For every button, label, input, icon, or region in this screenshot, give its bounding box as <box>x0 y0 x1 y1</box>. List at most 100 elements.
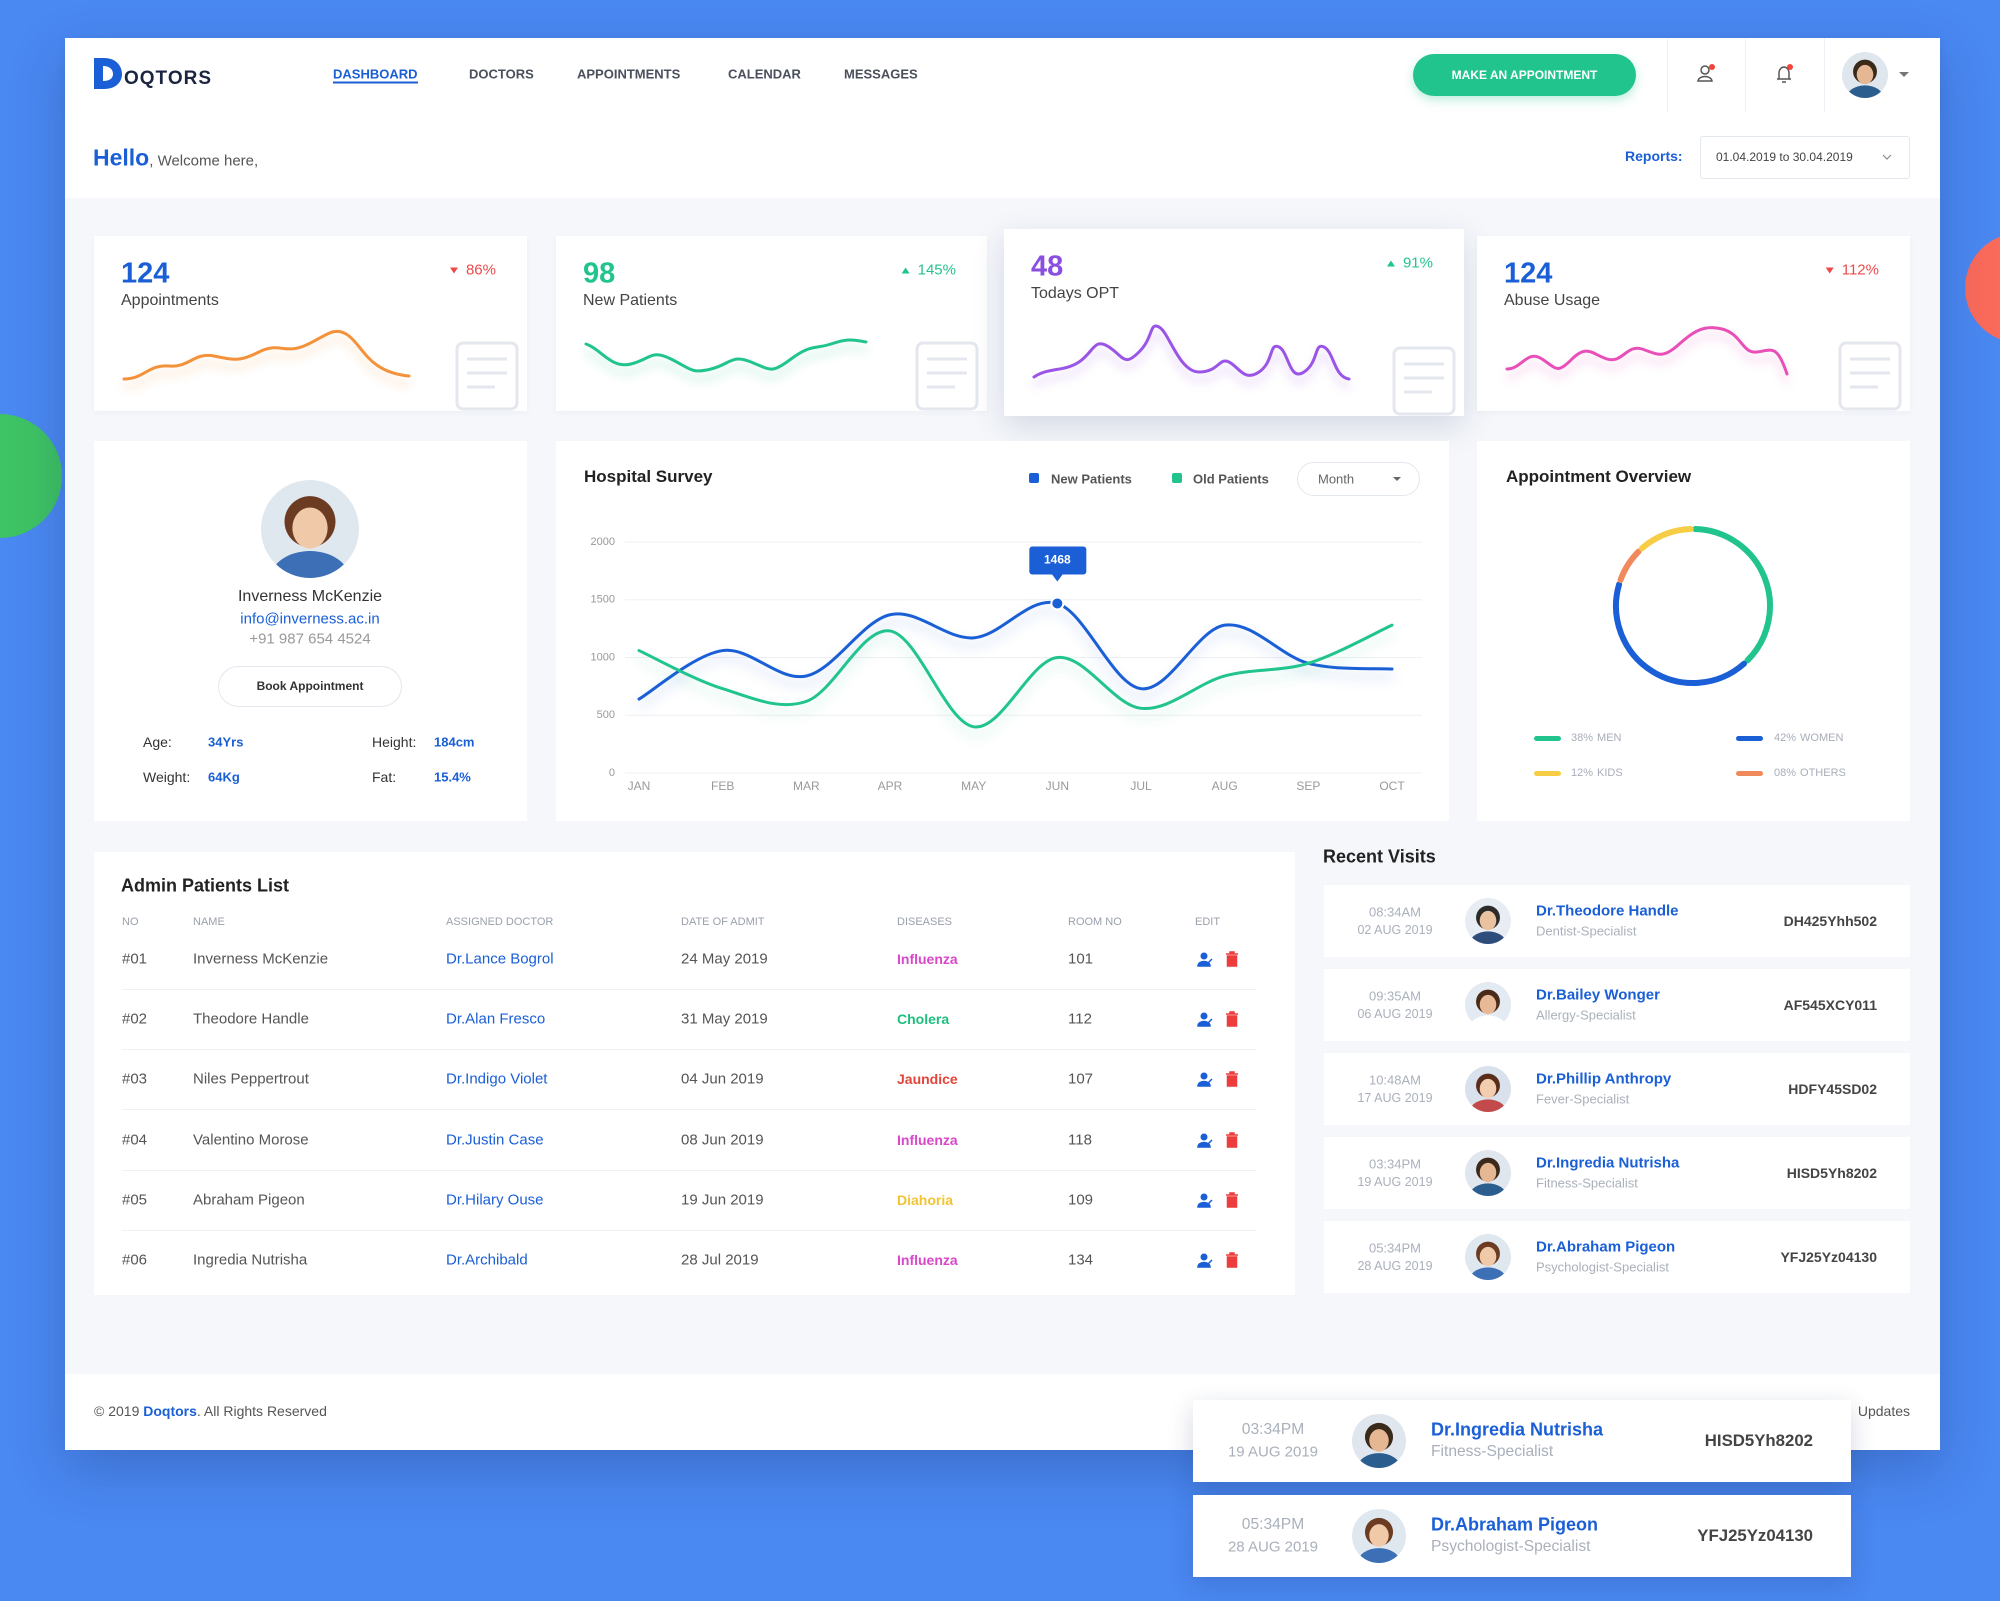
bell-icon[interactable] <box>1775 64 1795 84</box>
nav-item[interactable]: DOCTORS <box>469 66 534 82</box>
edit-button[interactable] <box>1197 1252 1213 1268</box>
copyright: © 2019 Doqtors. All Rights Reserved <box>94 1403 327 1419</box>
period-label: Month <box>1318 471 1355 487</box>
trend-arrow <box>901 267 910 274</box>
icon-part <box>1200 1133 1208 1141</box>
delete-button[interactable] <box>1226 1071 1238 1088</box>
user-icon[interactable] <box>1696 64 1716 84</box>
avatar-body <box>1469 1267 1507 1280</box>
table-cell: 118 <box>1068 1131 1092 1149</box>
table-cell: #05 <box>122 1191 148 1209</box>
change-value: 91% <box>1402 254 1433 272</box>
table-cell: Inverness McKenzie <box>193 950 329 968</box>
visit-card <box>1324 1137 1910 1209</box>
stat-card <box>556 236 987 411</box>
delete-button[interactable] <box>1226 1011 1238 1027</box>
table-cell: 31 May 2019 <box>681 1010 768 1028</box>
avatar-body <box>1357 1453 1401 1468</box>
change-value: 145% <box>917 261 956 279</box>
doctor-name[interactable]: Dr.Theodore Handle <box>1536 902 1679 920</box>
doctor-name[interactable]: Dr.Ingredia Nutrisha <box>1431 1419 1604 1440</box>
icon-outline <box>1404 362 1444 394</box>
table-cell: Jaundice <box>897 1071 958 1088</box>
avatar-face <box>1369 1429 1389 1452</box>
edit-button[interactable] <box>1197 1192 1213 1208</box>
y-tick-label: 1500 <box>591 594 615 606</box>
greeting-bar <box>65 112 1940 198</box>
reports-dropdown[interactable] <box>1700 136 1910 179</box>
nav-item[interactable]: CALENDAR <box>728 66 801 82</box>
brand-link[interactable]: Doqtors <box>143 1403 197 1419</box>
x-tick-label: APR <box>878 779 903 793</box>
delete-button[interactable] <box>1226 1252 1238 1268</box>
logo-mark <box>94 58 122 89</box>
table-cell: Influenza <box>897 1131 958 1148</box>
detail-value: 15.4% <box>434 769 471 785</box>
make-appointment-button[interactable]: MAKE AN APPOINTMENT <box>1413 54 1636 96</box>
avatar-face <box>1479 1078 1497 1099</box>
table-cell: 134 <box>1068 1251 1094 1269</box>
visit-time: 03:34PM <box>1241 1421 1305 1439</box>
column-header: DATE OF ADMIT <box>681 916 765 928</box>
profile-phone: +91 987 654 4524 <box>249 630 371 648</box>
avatar <box>1465 1150 1511 1196</box>
avatar-body <box>1469 931 1507 944</box>
stat-value: 98 <box>583 257 616 290</box>
delete-button[interactable] <box>1226 1192 1238 1208</box>
stat-card <box>1004 229 1464 416</box>
account-caret[interactable] <box>1898 71 1910 79</box>
delete-button[interactable] <box>1226 1131 1238 1148</box>
tooltip-label: 1468 <box>1044 553 1071 567</box>
table-title: Admin Patients List <box>121 875 290 896</box>
visit-card <box>1324 1053 1910 1125</box>
sparkline-path <box>584 338 868 373</box>
doctor-name[interactable]: Dr.Ingredia Nutrisha <box>1536 1154 1680 1172</box>
edit-button[interactable] <box>1197 1132 1213 1148</box>
stat-label: Todays OPT <box>1031 285 1120 302</box>
edit-button[interactable] <box>1197 951 1213 967</box>
delete-button[interactable] <box>1226 951 1238 967</box>
sparkline <box>1505 326 1789 376</box>
arrow <box>1386 260 1395 267</box>
legend-category: KIDS <box>1597 767 1623 779</box>
section-title: Recent Visits <box>1323 846 1436 867</box>
visit-time: 03:34PM <box>1368 1156 1422 1172</box>
doctor-name[interactable]: Dr.Abraham Pigeon <box>1536 1238 1676 1256</box>
stat-label: Appointments <box>121 292 219 309</box>
x-tick-label: MAY <box>961 779 986 793</box>
visit-date: 02 AUG 2019 <box>1357 923 1433 938</box>
nav-item[interactable]: DASHBOARD <box>333 66 418 84</box>
nav-item[interactable]: APPOINTMENTS <box>577 66 681 82</box>
x-tick-label: OCT <box>1379 779 1405 793</box>
table-cell: Dr.Hilary Ouse <box>446 1191 544 1209</box>
tooltip-box <box>1029 546 1087 575</box>
table-cell: #06 <box>122 1251 148 1269</box>
nav-item[interactable]: MESSAGES <box>844 66 918 82</box>
legend-swatch <box>1736 771 1763 776</box>
book-appointment-button[interactable]: Book Appointment <box>218 666 402 707</box>
table-cell: Dr.Lance Bogrol <box>446 950 554 968</box>
period-dropdown[interactable] <box>1297 462 1420 496</box>
column-header: ASSIGNED DOCTOR <box>446 916 554 928</box>
avatar-face <box>292 507 328 549</box>
edit-button[interactable] <box>1197 1071 1213 1088</box>
edit-button[interactable] <box>1197 1011 1213 1027</box>
x-tick-label: AUG <box>1212 779 1238 793</box>
icon-outline <box>467 357 507 389</box>
stat-change: 145% <box>901 261 956 279</box>
icon-part <box>1197 1259 1213 1268</box>
avatar[interactable] <box>1842 52 1888 98</box>
column-header: NO <box>122 916 139 928</box>
doctor-name[interactable]: Dr.Phillip Anthropy <box>1536 1070 1672 1088</box>
avatar-body <box>1357 1548 1401 1563</box>
stat-label: New Patients <box>583 292 678 309</box>
avatar <box>1465 982 1511 1028</box>
doctor-name[interactable]: Dr.Bailey Wonger <box>1536 986 1660 1004</box>
icon-part <box>1226 1252 1238 1268</box>
copyright-text: . All Rights Reserved <box>196 1403 327 1419</box>
doctor-name[interactable]: Dr.Abraham Pigeon <box>1431 1514 1599 1535</box>
legend-swatch <box>1736 736 1763 741</box>
visit-date: 28 AUG 2019 <box>1227 1538 1319 1556</box>
stat-value: 48 <box>1031 250 1064 283</box>
stat-change: 112% <box>1825 262 1879 279</box>
